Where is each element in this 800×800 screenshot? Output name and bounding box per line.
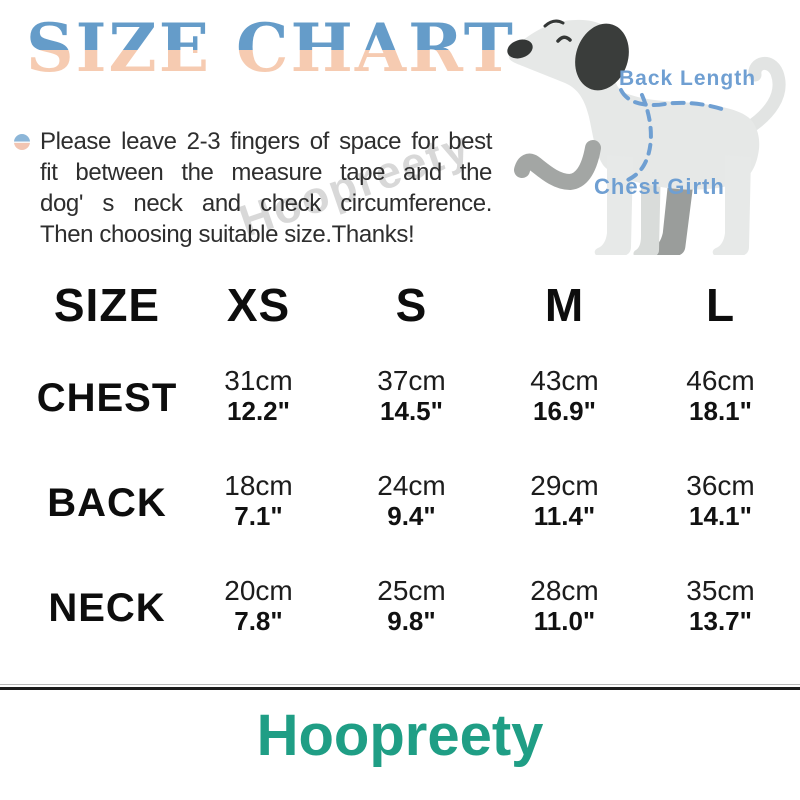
value-inch: 12.2" [227, 396, 290, 426]
value-cm: 28cm [530, 575, 599, 606]
value-inch: 7.1" [234, 501, 283, 531]
value-cm: 46cm [686, 365, 755, 396]
table-cell: 46cm 18.1" [641, 360, 800, 436]
table-cell: 28cm 11.0" [488, 570, 641, 646]
row-label: NECK [48, 586, 166, 630]
brand-name: Hoopreety [256, 703, 544, 768]
note-line: dog' s neck and check circumference. [40, 190, 492, 217]
note-line: Please leave 2-3 fingers of space for be… [40, 128, 492, 155]
value-inch: 9.8" [387, 606, 436, 636]
size-table-header: SIZE XS S M L [0, 276, 800, 334]
table-row-neck: NECK 20cm 7.8" 25cm 9.8" 28cm 11.0" 35cm… [0, 570, 800, 646]
dog-raised-paw [514, 140, 601, 190]
row-label: CHEST [36, 376, 178, 420]
table-cell: 20cm 7.8" [182, 570, 335, 646]
value-cm: 20cm [224, 575, 293, 606]
value-cm: 35cm [686, 575, 755, 606]
value-cm: 25cm [377, 575, 446, 606]
chest-girth-line [621, 93, 653, 184]
dog-body [508, 19, 760, 190]
value-cm: 31cm [224, 365, 293, 396]
value-inch: 14.5" [380, 396, 443, 426]
dog-ear [575, 23, 629, 91]
table-cell: 25cm 9.8" [335, 570, 488, 646]
note-line: fit between the measure tape and the [40, 159, 492, 186]
dog-tail [740, 57, 786, 136]
note-line: Then choosing suitable size.Thanks! [40, 221, 415, 248]
row-label: BACK [47, 481, 167, 525]
value-cm: 36cm [686, 470, 755, 501]
value-inch: 11.0" [533, 606, 596, 636]
value-cm: 29cm [530, 470, 599, 501]
value-cm: 43cm [530, 365, 599, 396]
table-cell: 29cm 11.4" [488, 465, 641, 541]
header-xs: XS [226, 279, 291, 331]
page-title: SIZE CHART [26, 9, 515, 87]
dog-front-leg [594, 155, 633, 255]
table-row-chest: CHEST 31cm 12.2" 37cm 14.5" 43cm 16.9" 4… [0, 360, 800, 436]
header-m: M [544, 279, 585, 331]
measure-note: Please leave 2-3 fingers of space for be… [40, 126, 492, 250]
table-cell: 36cm 14.1" [641, 465, 800, 541]
value-inch: 7.8" [234, 606, 283, 636]
back-length-label: Back Length [619, 67, 756, 90]
value-inch: 18.1" [689, 396, 752, 426]
ball-bullet-icon [14, 134, 30, 150]
back-length-line [619, 88, 727, 112]
dog-hind-leg [712, 155, 751, 255]
table-cell: 35cm 13.7" [641, 570, 800, 646]
value-inch: 14.1" [689, 501, 752, 531]
dog-nose [507, 39, 533, 59]
header-l: L [705, 279, 736, 331]
table-cell: 31cm 12.2" [182, 360, 335, 436]
dog-eye [556, 35, 572, 43]
value-cm: 37cm [377, 365, 446, 396]
table-cell: 37cm 14.5" [335, 360, 488, 436]
divider-line-light [0, 684, 800, 685]
table-cell: 43cm 16.9" [488, 360, 641, 436]
header-size: SIZE [53, 279, 161, 331]
value-inch: 9.4" [387, 501, 436, 531]
header-s: S [395, 279, 428, 331]
table-cell: 24cm 9.4" [335, 465, 488, 541]
table-cell: 18cm 7.1" [182, 465, 335, 541]
chest-girth-label: Chest Girth [594, 174, 725, 199]
value-cm: 24cm [377, 470, 446, 501]
value-inch: 11.4" [533, 501, 596, 531]
value-inch: 16.9" [533, 396, 596, 426]
divider-line [0, 687, 800, 690]
dog-measurement-diagram: Back Length Chest Girth [507, 19, 786, 255]
value-inch: 13.7" [689, 606, 752, 636]
table-row-back: BACK 18cm 7.1" 24cm 9.4" 29cm 11.4" 36cm… [0, 465, 800, 541]
dog-brow [543, 19, 565, 28]
value-cm: 18cm [224, 470, 293, 501]
